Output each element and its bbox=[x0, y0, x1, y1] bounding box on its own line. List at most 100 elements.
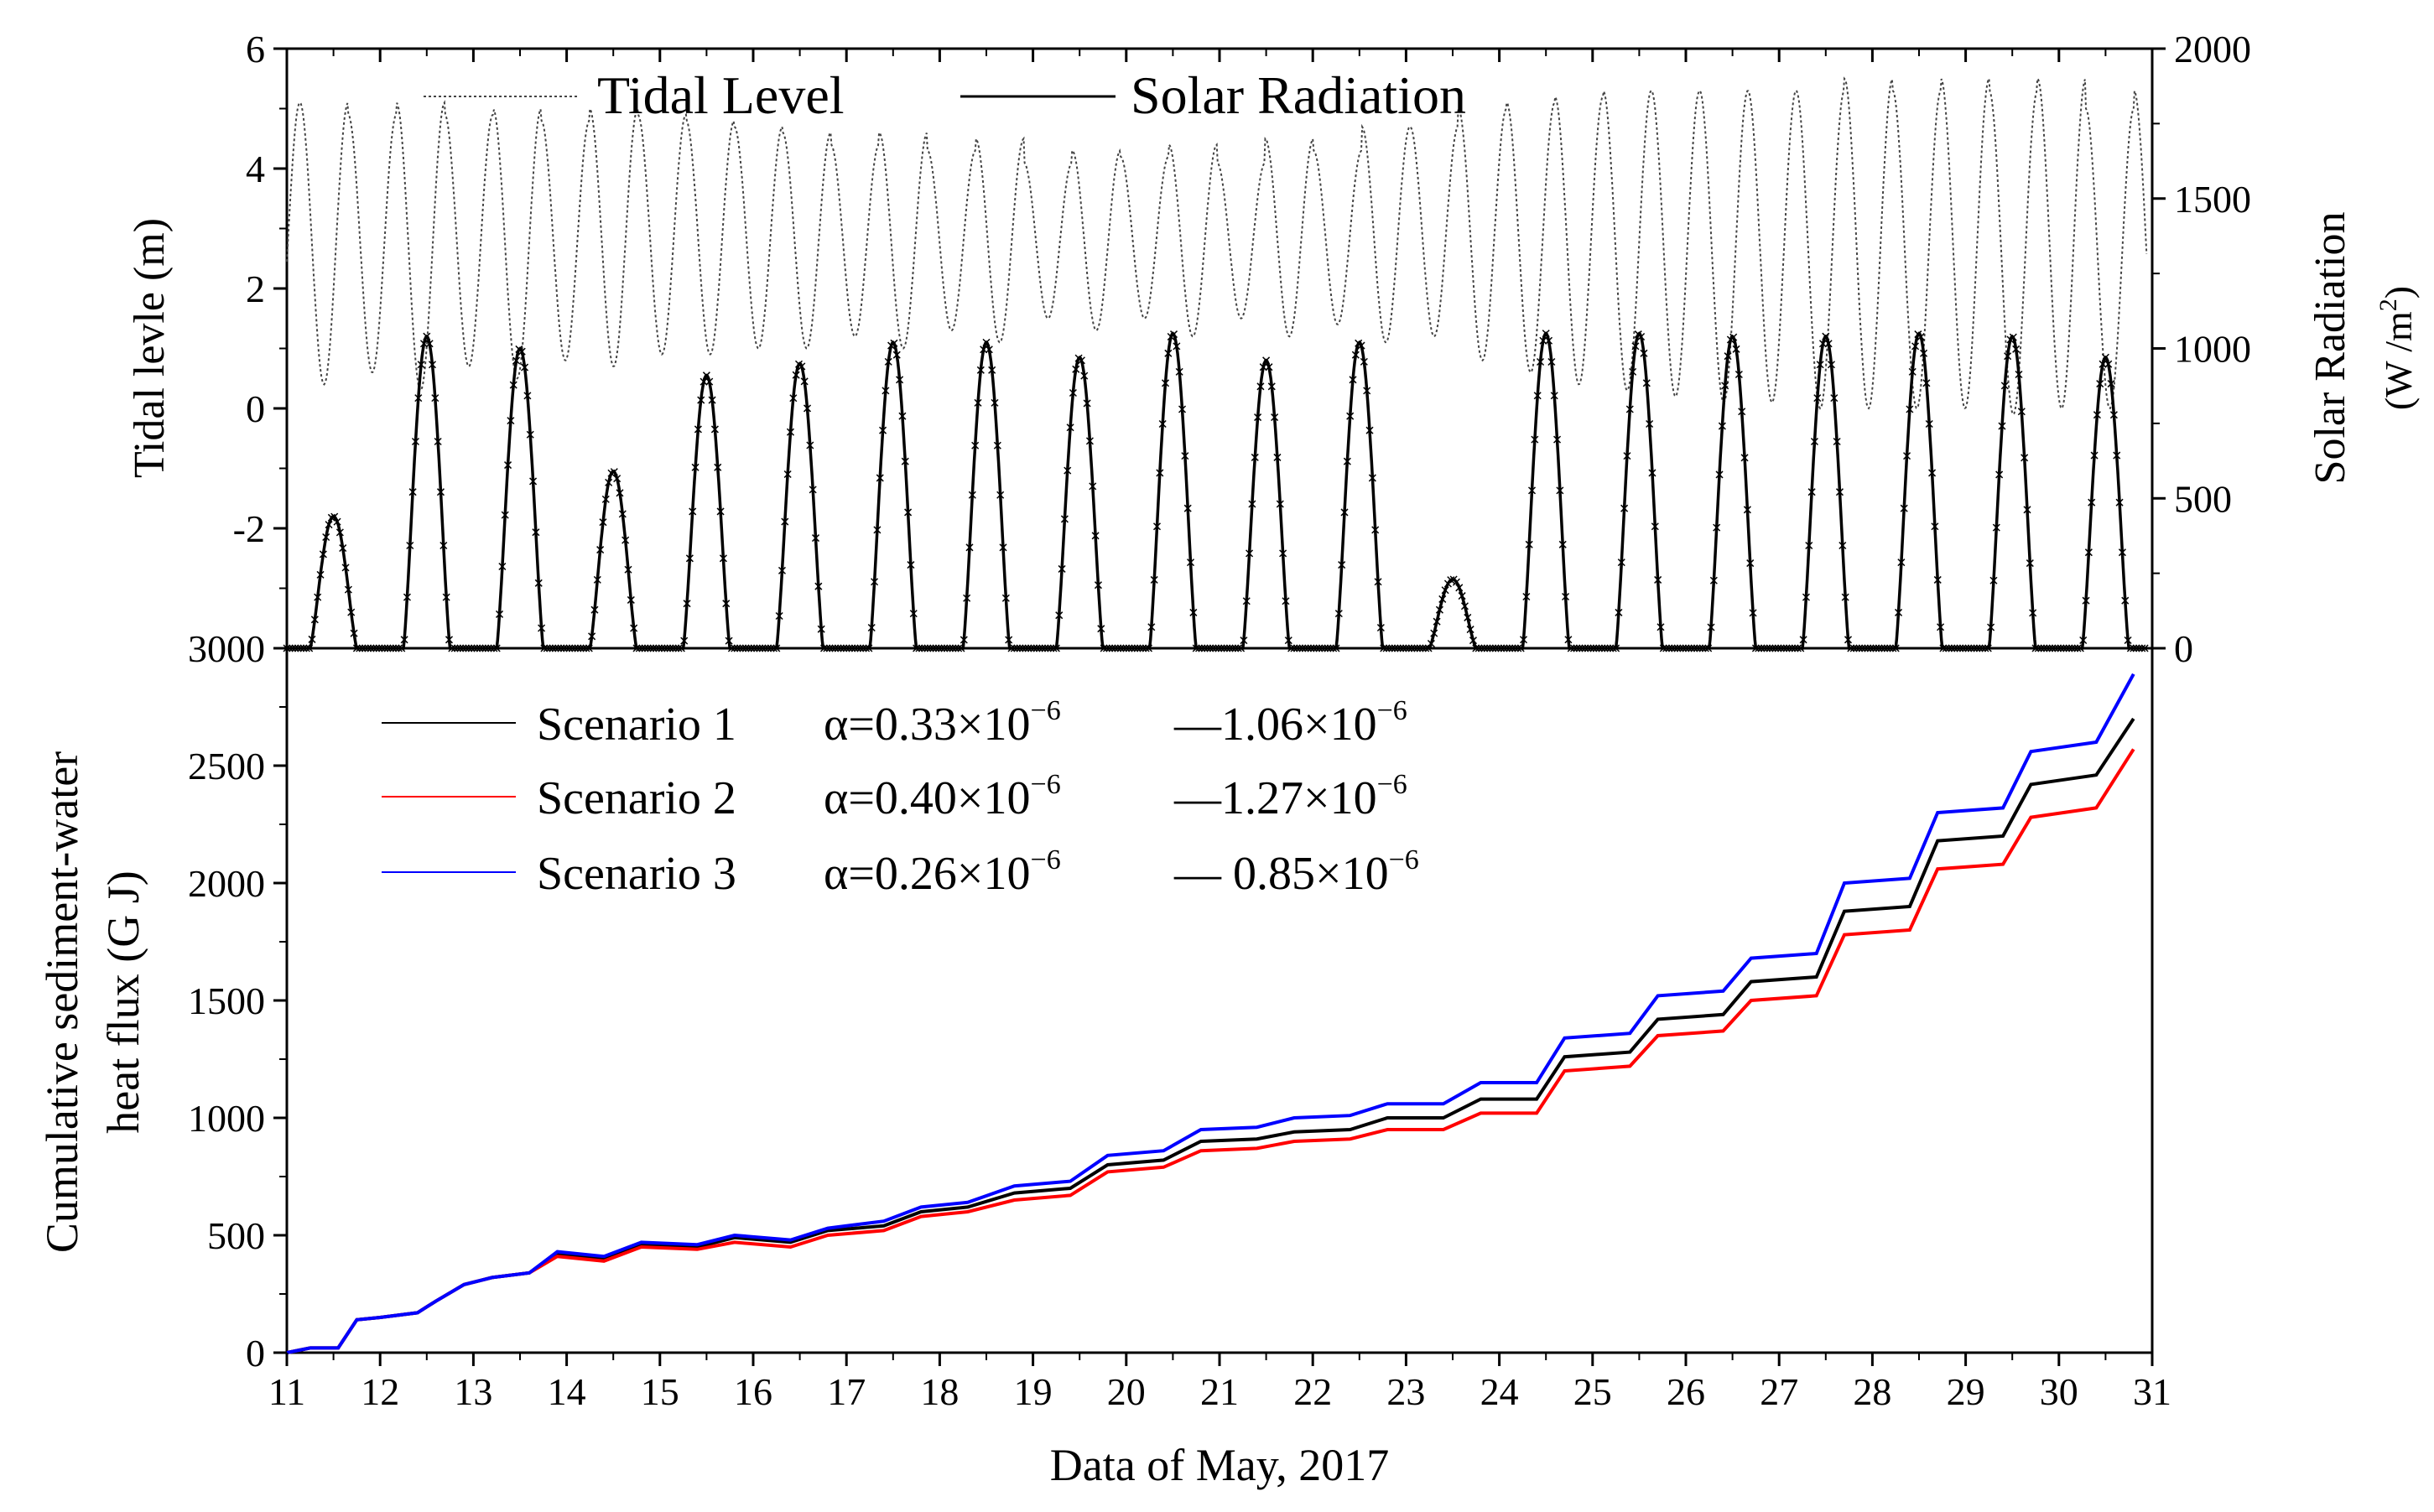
solar-marker bbox=[976, 366, 985, 374]
solar-marker bbox=[1732, 345, 1740, 353]
solar-marker bbox=[439, 541, 448, 549]
solar-marker bbox=[1058, 564, 1066, 573]
solar-marker bbox=[1933, 575, 1942, 584]
solar-marker bbox=[2088, 498, 2096, 507]
bottom-x-tick-label: 16 bbox=[734, 1370, 772, 1413]
solar-marker bbox=[1469, 636, 1477, 645]
solar-marker bbox=[325, 521, 333, 529]
solar-marker bbox=[1615, 608, 1623, 616]
solar-marker bbox=[308, 635, 316, 643]
bottom-x-tick-label: 29 bbox=[1947, 1370, 1985, 1413]
solar-marker bbox=[2104, 360, 2113, 368]
solar-marker bbox=[1161, 379, 1170, 387]
solar-marker bbox=[310, 616, 319, 624]
solar-marker bbox=[901, 457, 909, 465]
solar-marker bbox=[2012, 345, 2021, 353]
solar-marker bbox=[1072, 365, 1080, 373]
solar-marker bbox=[1282, 597, 1290, 605]
solar-marker bbox=[1368, 474, 1376, 482]
legend-scenario-2: Scenario 2 α=0.40×10−6 —1.27×10−6 bbox=[382, 769, 1407, 824]
solar-marker bbox=[1251, 453, 1259, 461]
solar-marker bbox=[1547, 357, 1556, 366]
solar-marker bbox=[809, 486, 817, 494]
solar-marker bbox=[1906, 405, 1914, 413]
solar-marker bbox=[534, 579, 543, 587]
top-plot-area bbox=[283, 75, 2149, 652]
bottom-x-tick-label: 27 bbox=[1760, 1370, 1798, 1413]
bottom-x-tick-label: 24 bbox=[1480, 1370, 1519, 1413]
solar-marker bbox=[1458, 592, 1466, 600]
solar-marker bbox=[1284, 636, 1292, 645]
solar-marker bbox=[2029, 609, 2037, 617]
solar-marker bbox=[428, 361, 437, 369]
solar-marker bbox=[1841, 593, 1849, 601]
solar-marker bbox=[811, 534, 820, 543]
bottom-x-axis-label: Data of May, 2017 bbox=[1050, 1440, 1389, 1490]
solar-marker bbox=[322, 533, 330, 542]
solar-marker bbox=[1623, 452, 1631, 460]
solar-marker bbox=[1452, 578, 1460, 586]
solar-marker bbox=[1648, 469, 1656, 477]
solar-marker bbox=[710, 425, 719, 434]
bottom-x-tick-label: 17 bbox=[827, 1370, 866, 1413]
solar-marker bbox=[517, 347, 526, 356]
solar-marker bbox=[2082, 596, 2090, 605]
solar-marker bbox=[1920, 349, 1928, 357]
bottom-legend: Scenario 1 α=0.33×10−6 —1.06×10−6 Scenar… bbox=[382, 695, 1419, 900]
solar-marker bbox=[697, 396, 705, 404]
top-left-axis: 0 2 4 6 -2 bbox=[233, 28, 287, 590]
solar-marker bbox=[1265, 363, 1273, 372]
solar-marker bbox=[963, 594, 971, 602]
solar-marker bbox=[1805, 541, 1813, 549]
solar-marker bbox=[685, 554, 694, 563]
solar-marker bbox=[1995, 470, 2004, 479]
solar-marker bbox=[2093, 411, 2101, 419]
solar-marker bbox=[789, 394, 798, 403]
solar-marker bbox=[1376, 623, 1385, 632]
solar-marker bbox=[1466, 626, 1474, 634]
solar-marker bbox=[1625, 405, 1634, 413]
solar-marker bbox=[400, 636, 408, 644]
solar-marker bbox=[683, 600, 691, 608]
solar-marker bbox=[898, 412, 907, 420]
solar-marker bbox=[1734, 370, 1743, 379]
solar-marker bbox=[1654, 575, 1662, 584]
solar-marker bbox=[2026, 559, 2034, 568]
solar-marker bbox=[1069, 388, 1077, 397]
solar-marker bbox=[1937, 623, 1945, 631]
bottom-x-tick-label: 30 bbox=[2040, 1370, 2078, 1413]
solar-marker bbox=[1816, 361, 1824, 369]
solar-marker bbox=[817, 625, 825, 633]
solar-marker bbox=[1183, 504, 1192, 512]
solar-marker bbox=[347, 608, 356, 616]
solar-marker bbox=[1724, 352, 1732, 361]
solar-marker bbox=[971, 441, 980, 449]
solar-marker bbox=[1646, 419, 1654, 429]
solar-marker bbox=[1799, 636, 1807, 644]
bottom-x-tick-label: 18 bbox=[920, 1370, 959, 1413]
solar-marker bbox=[417, 361, 425, 369]
solar-marker bbox=[1360, 357, 1368, 366]
solar-marker bbox=[1539, 336, 1547, 345]
solar-marker bbox=[1435, 605, 1443, 614]
solar-marker bbox=[1709, 576, 1718, 585]
solar-marker bbox=[1844, 636, 1853, 644]
solar-marker bbox=[1651, 522, 1659, 531]
bottom-y-tick-label: 2000 bbox=[188, 862, 265, 905]
solar-marker bbox=[2017, 408, 2026, 416]
solar-marker bbox=[1248, 500, 1256, 508]
solar-marker bbox=[1743, 506, 1751, 514]
solar-marker bbox=[778, 566, 787, 574]
solar-marker bbox=[1564, 636, 1573, 644]
solar-marker bbox=[2113, 451, 2121, 460]
solar-marker bbox=[1091, 532, 1100, 540]
solar-marker bbox=[1833, 437, 1841, 446]
solar-marker bbox=[1189, 608, 1198, 616]
top-right-tick-label: 500 bbox=[2174, 477, 2232, 520]
solar-marker bbox=[890, 339, 898, 347]
solar-marker bbox=[610, 468, 618, 476]
solar-marker bbox=[1267, 382, 1276, 391]
solar-marker bbox=[985, 346, 993, 354]
solar-marker bbox=[630, 624, 638, 632]
solar-marker bbox=[689, 507, 697, 516]
